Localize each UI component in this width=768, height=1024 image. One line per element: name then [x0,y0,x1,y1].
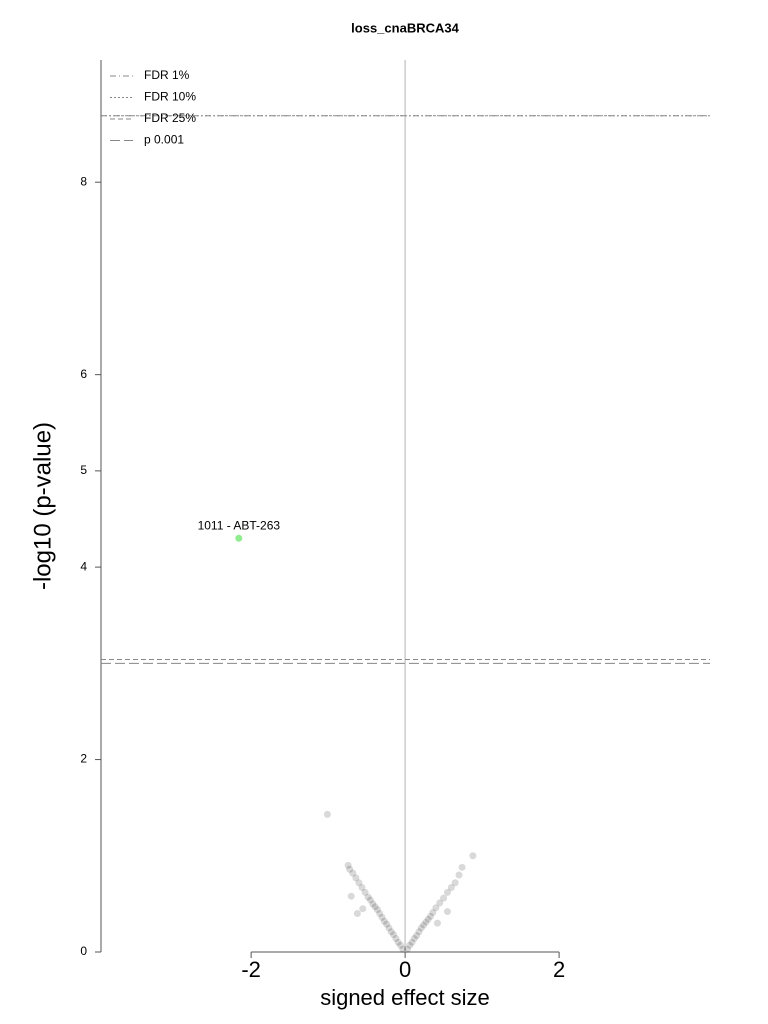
point [371,903,379,911]
point-label: 1011 - ABT-263 [198,518,281,532]
legend-label: FDR 10% [144,90,196,104]
point [352,874,360,882]
y-tick-label: 0 [80,944,87,958]
point [392,935,400,943]
point [349,869,357,877]
point [403,945,411,953]
highlight-point [235,534,243,542]
x-tick-label: 2 [553,957,565,982]
legend-label: p 0.001 [144,133,184,147]
point [366,896,374,904]
point [458,863,466,871]
y-tick-label: 5 [80,463,87,477]
point [378,913,386,921]
legend-label: FDR 1% [144,68,190,82]
y-tick-label: 4 [80,559,87,573]
point [424,915,432,923]
point [385,924,393,932]
point [353,910,361,918]
point [355,879,363,887]
point [413,932,421,940]
point [436,899,444,907]
point [406,941,414,949]
point [447,884,455,892]
point [410,935,418,943]
y-axis-label: -log10 (p-value) [29,422,56,590]
point [408,938,416,946]
point [361,888,369,896]
point [443,908,451,916]
point [429,909,437,917]
point [417,924,425,932]
point [469,852,477,860]
y-tick-label: 2 [80,752,87,766]
point [440,894,448,902]
point [390,931,398,939]
point [369,900,377,908]
point [373,906,381,914]
point [451,879,459,887]
point [323,810,331,818]
point [443,888,451,896]
point [376,910,384,918]
point [358,884,366,892]
point [433,919,441,927]
point [422,918,430,926]
point [432,904,440,912]
chart-title: loss_cnaBRCA34 [351,20,459,35]
point [344,861,352,869]
point [394,938,402,946]
legend-label: FDR 25% [144,111,196,125]
point [415,928,423,936]
point [455,871,463,879]
point [427,912,435,920]
x-tick-label: -2 [241,957,261,982]
point [359,905,367,913]
point [396,941,404,949]
point [364,893,372,901]
x-axis-label: signed effect size [320,985,490,1010]
point [399,945,407,953]
point [383,920,391,928]
y-tick-label: 6 [80,367,87,381]
point [347,892,355,900]
point [380,917,388,925]
x-tick-label: 0 [399,957,411,982]
point [420,921,428,929]
y-tick-label: 8 [80,174,87,188]
point [387,928,395,936]
point [346,865,354,873]
